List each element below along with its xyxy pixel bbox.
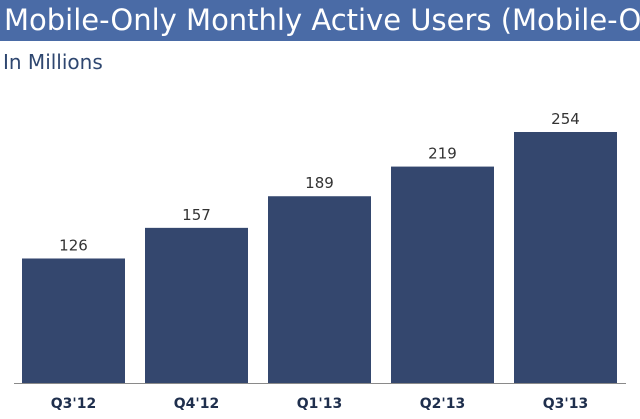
chart-title-bar: Mobile-Only Monthly Active Users (Mobile… bbox=[0, 0, 640, 41]
x-tick-label-0: Q3'12 bbox=[51, 396, 96, 412]
chart-subtitle: In Millions bbox=[3, 50, 103, 74]
bars-layer bbox=[22, 132, 617, 383]
bar-2 bbox=[268, 196, 371, 383]
x-tick-label-2: Q1'13 bbox=[297, 396, 342, 412]
bar-0 bbox=[22, 258, 125, 383]
bar-3 bbox=[391, 166, 494, 383]
data-label-0: 126 bbox=[59, 236, 88, 254]
labels-layer: 126 Q3'12 157 Q4'12 189 Q1'13 219 Q2'13 254 Q3'13 bbox=[51, 110, 588, 412]
x-tick-label-3: Q2'13 bbox=[420, 396, 465, 412]
data-label-3: 219 bbox=[428, 145, 457, 163]
x-tick-label-4: Q3'13 bbox=[543, 396, 588, 412]
x-tick-label-1: Q4'12 bbox=[174, 396, 219, 412]
data-label-4: 254 bbox=[551, 110, 580, 128]
chart-title: Mobile-Only Monthly Active Users (Mobile… bbox=[4, 3, 640, 37]
data-label-2: 189 bbox=[305, 174, 334, 192]
bar-4 bbox=[514, 132, 617, 383]
data-label-1: 157 bbox=[182, 206, 211, 224]
bar-1 bbox=[145, 227, 248, 383]
